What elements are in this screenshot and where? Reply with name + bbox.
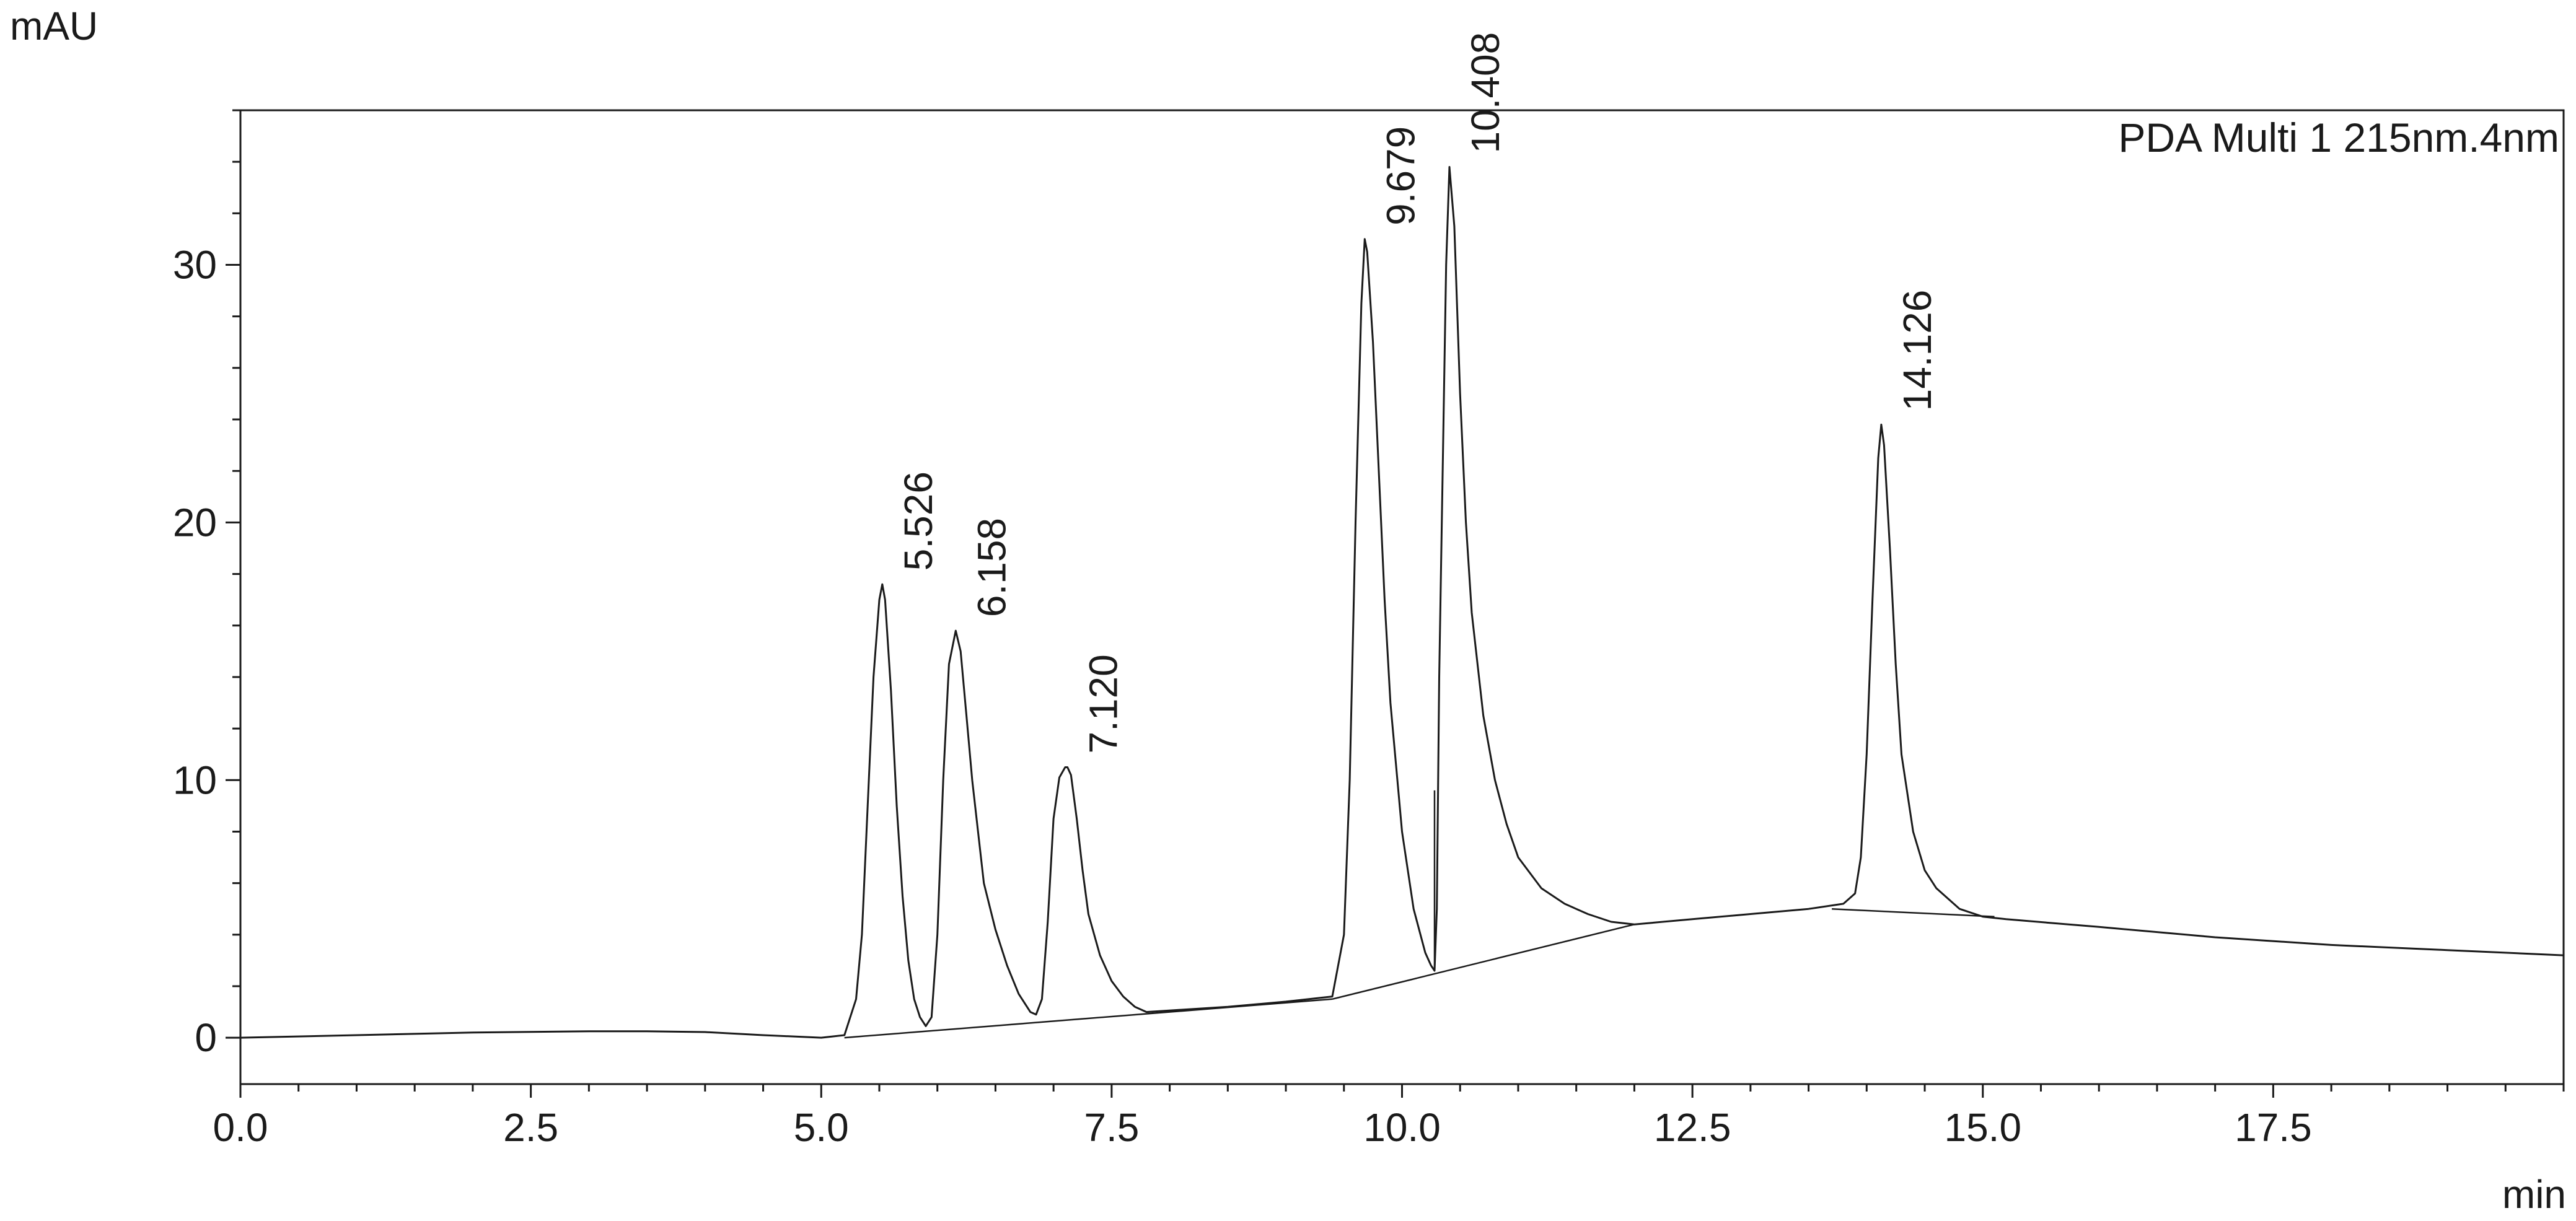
- x-tick-label: 12.5: [1654, 1105, 1731, 1150]
- y-tick-label: 20: [173, 500, 217, 545]
- y-tick-label: 10: [173, 758, 217, 802]
- x-tick-label: 15.0: [1944, 1105, 2021, 1150]
- peak-label: 7.120: [1081, 654, 1126, 753]
- x-tick-label: 7.5: [1084, 1105, 1139, 1150]
- peak-label: 9.679: [1378, 126, 1423, 225]
- integration-baseline: [1832, 908, 1995, 917]
- baseline-layer: [844, 790, 1995, 1039]
- x-axis-unit-label: min: [2502, 1172, 2566, 1217]
- label-layer: 5.526 6.158 7.120 9.679 10.408 14.126: [896, 32, 1940, 754]
- peak-label: 10.408: [1463, 32, 1508, 154]
- peak-label: 14.126: [1895, 290, 1940, 411]
- axes-layer: 0.0 2.5 5.0 7.5 10.0 12.5 15.0 17.5 0 10 20 30: [173, 109, 2565, 1150]
- x-tick-label: 10.0: [1363, 1105, 1441, 1150]
- integration-baseline: [1332, 923, 1635, 1000]
- x-tick-label: 2.5: [503, 1105, 558, 1150]
- y-axis-unit-label: mAU: [10, 4, 98, 48]
- y-tick-label: 30: [173, 243, 217, 287]
- x-tick-label: 0.0: [213, 1105, 268, 1150]
- x-tick-label: 5.0: [794, 1105, 849, 1150]
- peak-label: 6.158: [969, 518, 1014, 617]
- series-layer: [240, 166, 2564, 1039]
- y-tick-label: 0: [195, 1015, 217, 1060]
- signal-trace: [240, 166, 2564, 1039]
- peak-label: 5.526: [896, 471, 941, 571]
- legend-label: PDA Multi 1 215nm.4nm: [2118, 115, 2559, 160]
- x-tick-label: 17.5: [2235, 1105, 2312, 1150]
